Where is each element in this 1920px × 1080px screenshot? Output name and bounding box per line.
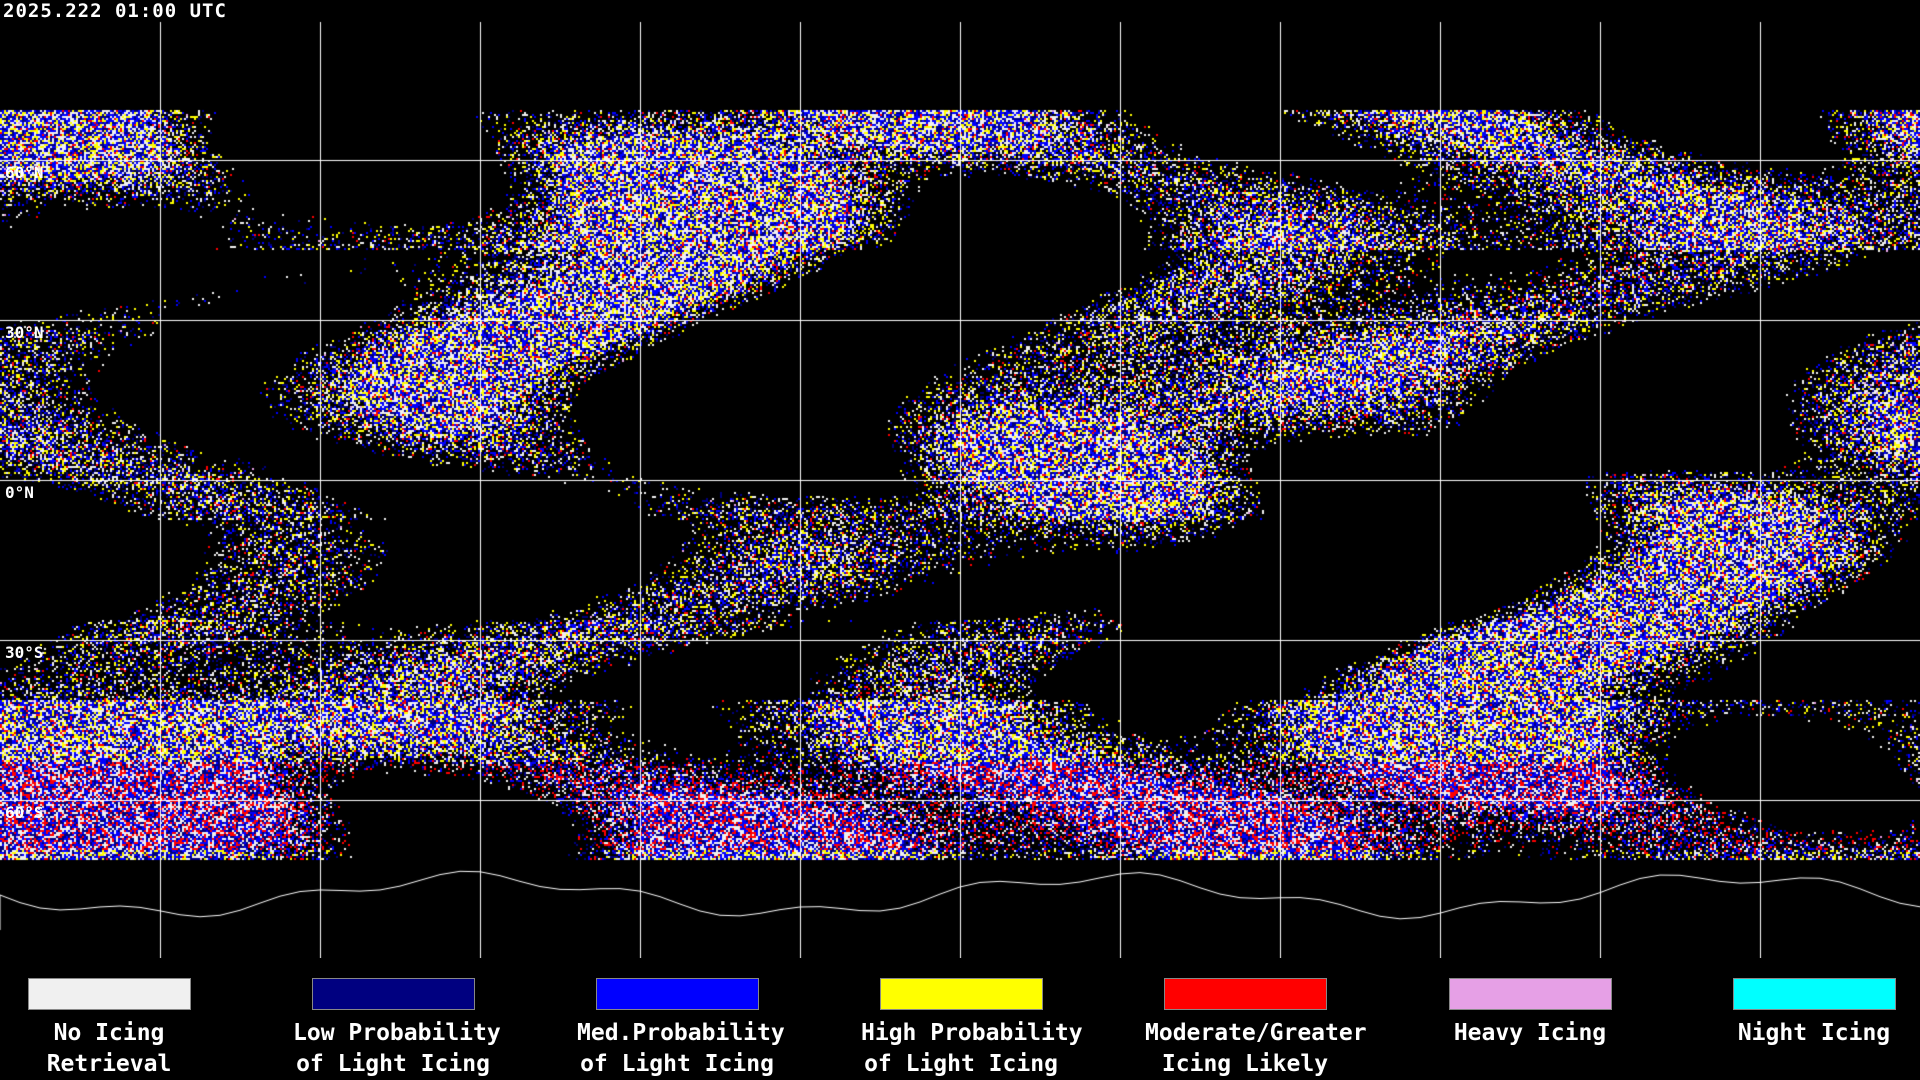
legend-swatch [1732,978,1896,1010]
legend-item-med-prob: Med.Probability of Light Icing [577,978,785,1080]
legend-label: Moderate/Greater [1145,1020,1367,1046]
legend-label: Med.Probability [577,1020,785,1046]
legend-label: of Light Icing [580,1051,774,1077]
legend-swatch [27,978,191,1010]
legend-label: Night Icing [1737,1020,1891,1046]
legend-swatch [1163,978,1327,1010]
legend-label: Heavy Icing [1453,1020,1607,1046]
legend-label: No Icing [53,1020,165,1046]
lat-label-0n: 0°N [5,483,34,502]
legend-label: of Light Icing [296,1051,490,1077]
lat-label-30s: 30°S [5,643,44,662]
legend-swatch [595,978,759,1010]
legend-item-night: Night Icing [1714,978,1914,1049]
timestamp-title: 2025.222 01:00 UTC [3,0,227,22]
legend-label: Retrieval [46,1051,172,1077]
icing-data-canvas [0,0,1920,958]
legend-item-heavy: Heavy Icing [1430,978,1630,1049]
legend-label: Icing Likely [1161,1051,1329,1077]
legend-label: of Light Icing [864,1051,1058,1077]
lat-label-60s: 60°S [5,803,44,822]
legend-item-high-prob: High Probability of Light Icing [861,978,1083,1080]
legend-swatch [311,978,475,1010]
legend-label: High Probability [861,1020,1083,1046]
icing-map [0,0,1920,958]
legend-item-no-icing: No Icing Retrieval [9,978,209,1080]
legend-item-low-prob: Low Probability of Light Icing [293,978,501,1080]
legend-swatch [879,978,1043,1010]
legend-swatch [1448,978,1612,1010]
legend: No Icing Retrieval Low Probability of Ligh… [0,958,1920,1080]
lat-label-60n: 60°N [5,163,44,182]
lat-label-30n: 30°N [5,323,44,342]
legend-label: Low Probability [293,1020,501,1046]
legend-item-moderate: Moderate/Greater Icing Likely [1145,978,1367,1080]
